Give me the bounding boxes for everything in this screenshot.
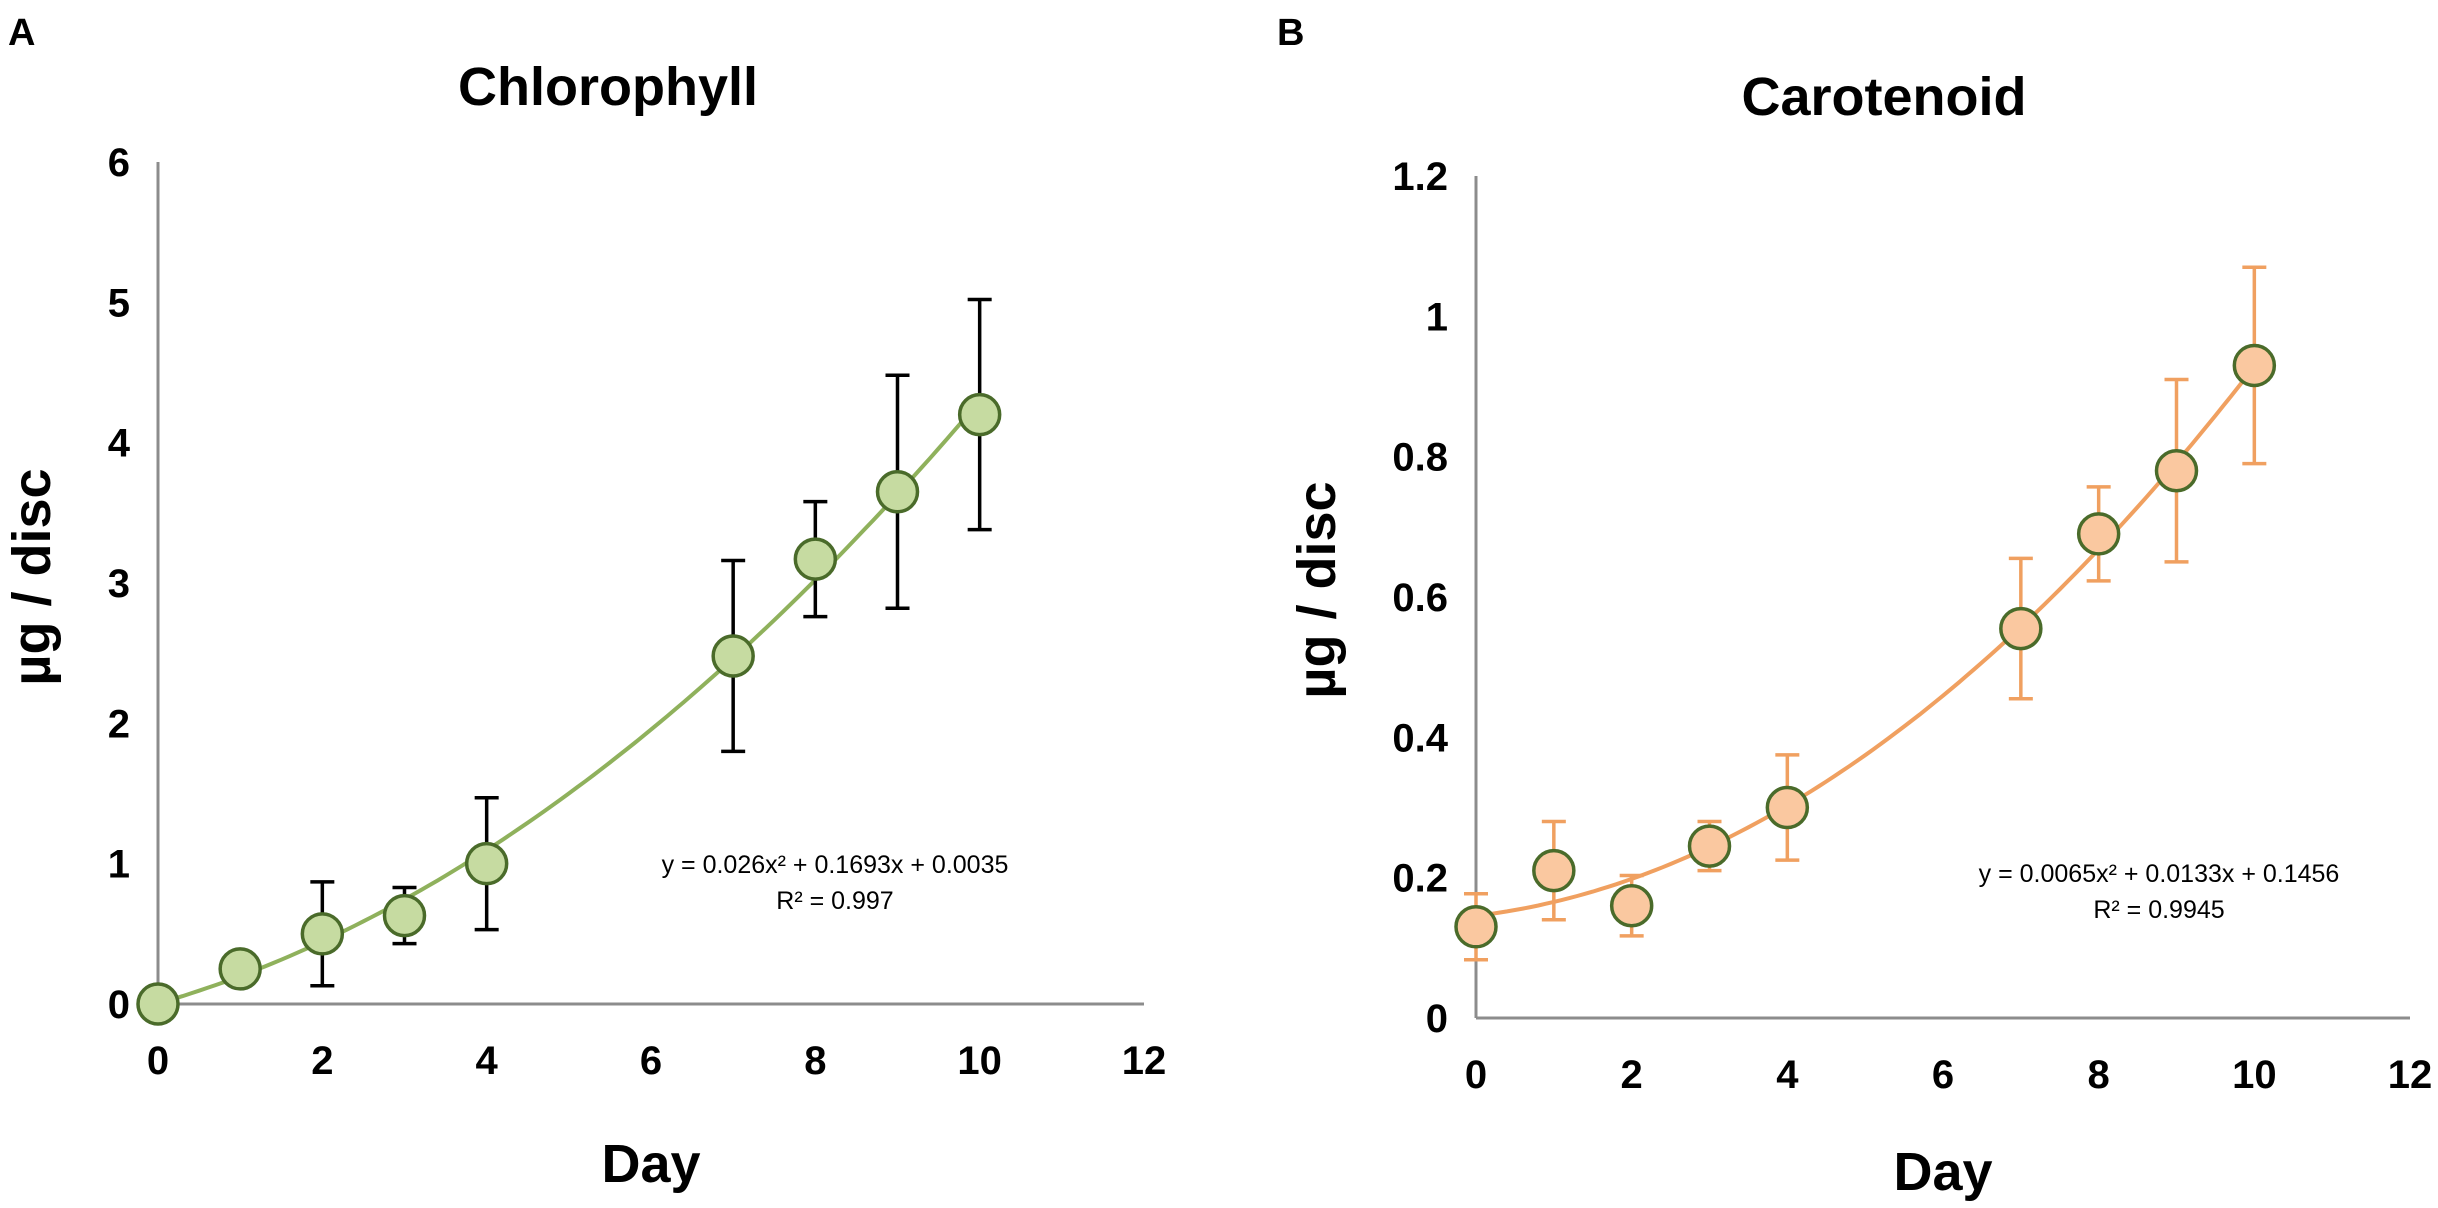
x-tick-label: 8 (804, 1039, 826, 1083)
x-tick-label: 10 (957, 1039, 1002, 1083)
data-point (793, 537, 838, 581)
y-tick-label: 3 (108, 562, 130, 606)
data-point (136, 982, 180, 1026)
data-point (957, 392, 1002, 437)
x-axis-title: Day (601, 1134, 700, 1194)
y-tick-label: 4 (108, 422, 131, 466)
data-point (1609, 883, 1654, 928)
x-tick-label: 2 (311, 1039, 333, 1083)
y-tick-label: 5 (108, 281, 130, 325)
plot-area (136, 297, 1002, 1026)
x-tick-label: 6 (640, 1039, 662, 1083)
y-tick-label: 0 (108, 983, 130, 1027)
y-tick-label: 0.8 (1392, 436, 1448, 480)
data-point (218, 947, 262, 991)
y-tick-label: 0 (1426, 997, 1448, 1041)
x-tick-label: 0 (1465, 1053, 1487, 1097)
chart-panel-carotenoid: B Carotenoid µg / disc Day y = 0.0065x² … (1277, 12, 2432, 1202)
y-tick-label: 0.2 (1392, 857, 1448, 901)
data-point (2154, 448, 2199, 493)
data-point (2076, 512, 2121, 556)
x-tick-label: 12 (2388, 1053, 2433, 1097)
x-tick-label: 10 (2232, 1053, 2277, 1097)
chart-title: Chlorophyll (458, 57, 758, 117)
panel-label-b: B (1277, 12, 1304, 54)
x-tick-label: 8 (2088, 1053, 2110, 1097)
y-tick-label: 2 (108, 702, 130, 746)
x-axis-title: Day (1893, 1142, 1992, 1202)
plot-area (1454, 265, 2277, 962)
chart-panel-chlorophyll: A Chlorophyll µg / disc Day y = 0.026x² … (2, 12, 1166, 1194)
x-tick-label: 12 (1122, 1039, 1167, 1083)
data-point (1999, 606, 2043, 651)
y-tick-label: 0.4 (1392, 716, 1448, 760)
trendline (157, 399, 982, 1006)
panel-label-a: A (8, 12, 35, 54)
data-point (1532, 848, 1576, 893)
data-point (2232, 343, 2277, 388)
x-tick-label: 6 (1932, 1053, 1954, 1097)
data-point (1765, 785, 1810, 830)
data-point (1687, 824, 1732, 868)
data-point (875, 470, 920, 514)
data-point (711, 634, 755, 678)
y-tick-label: 1 (108, 843, 130, 887)
chart-title: Carotenoid (1741, 67, 2026, 127)
data-point (464, 841, 509, 886)
x-tick-label: 0 (147, 1039, 169, 1083)
y-tick-label: 1.2 (1392, 155, 1448, 199)
trendline-r2: R² = 0.9945 (2093, 896, 2224, 924)
data-point (300, 912, 345, 956)
trendline-equation: y = 0.0065x² + 0.0133x + 0.1456 (1979, 860, 2340, 888)
x-tick-label: 4 (1776, 1053, 1799, 1097)
x-tick-label: 2 (1621, 1053, 1643, 1097)
y-tick-label: 1 (1426, 295, 1448, 339)
y-axis-title: µg / disc (2, 468, 62, 685)
trendline-r2: R² = 0.997 (776, 887, 893, 915)
y-tick-label: 0.6 (1392, 576, 1448, 620)
y-tick-label: 6 (108, 141, 130, 185)
trendline (1475, 365, 2256, 918)
trendline-equation: y = 0.026x² + 0.1693x + 0.0035 (662, 851, 1009, 879)
y-axis-title: µg / disc (1287, 481, 1347, 698)
data-point (382, 893, 427, 938)
data-point (1454, 905, 1498, 949)
x-tick-label: 4 (476, 1039, 499, 1083)
